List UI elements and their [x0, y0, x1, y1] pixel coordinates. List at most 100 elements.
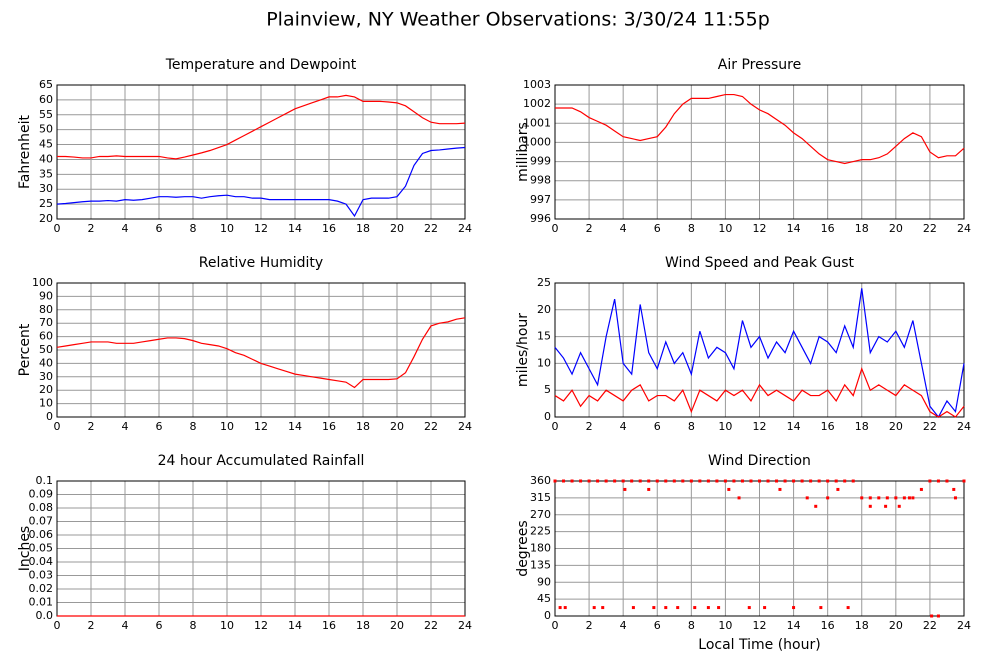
- x-tick-label: 16: [322, 420, 336, 433]
- x-tick-label: 8: [688, 222, 695, 235]
- y-tick-label: 15: [537, 330, 551, 343]
- y-tick-label: 25: [537, 276, 551, 289]
- x-tick-label: 16: [821, 222, 835, 235]
- y-tick-label: 135: [530, 558, 551, 571]
- data-point: [952, 487, 956, 491]
- data-point: [706, 606, 710, 610]
- data-point: [851, 479, 855, 483]
- data-point: [672, 479, 676, 483]
- x-tick-label: 2: [586, 619, 593, 632]
- data-point: [715, 479, 719, 483]
- y-tick-label: 70: [39, 316, 53, 329]
- data-point: [689, 479, 693, 483]
- x-tick-label: 10: [220, 420, 234, 433]
- y-tick-label: 10: [537, 356, 551, 369]
- y-axis-label: degrees: [515, 520, 531, 576]
- plot-frame: [554, 84, 965, 220]
- x-tick-label: 18: [855, 619, 869, 632]
- y-tick-label: 270: [530, 508, 551, 521]
- y-tick-label: 0.05: [29, 542, 54, 555]
- x-tick-label: 4: [122, 222, 129, 235]
- data-point: [727, 487, 731, 491]
- data-point: [664, 479, 668, 483]
- data-point: [902, 496, 906, 500]
- x-tick-label: 14: [288, 222, 302, 235]
- x-tick-label: 14: [288, 420, 302, 433]
- y-tick-label: 0.02: [29, 582, 54, 595]
- y-tick-label: 0.09: [29, 488, 54, 501]
- y-tick-label: 90: [537, 575, 551, 588]
- y-tick-label: 0: [46, 410, 53, 423]
- y-tick-label: 40: [39, 356, 53, 369]
- y-tick-label: 1000: [523, 135, 551, 148]
- x-tick-label: 24: [957, 420, 971, 433]
- data-point: [783, 479, 787, 483]
- page-title: Plainview, NY Weather Observations: 3/30…: [266, 9, 770, 31]
- data-point: [749, 479, 753, 483]
- y-tick-label: 1001: [523, 116, 551, 129]
- x-tick-label: 0: [552, 619, 559, 632]
- data-point: [936, 479, 940, 483]
- data-point: [553, 479, 557, 483]
- x-tick-label: 0: [54, 420, 61, 433]
- data-point: [826, 496, 830, 500]
- data-point: [630, 479, 634, 483]
- data-point: [717, 606, 721, 610]
- y-tick-label: 55: [39, 108, 53, 121]
- data-point: [638, 479, 642, 483]
- data-point: [652, 606, 656, 610]
- x-tick-label: 6: [156, 222, 163, 235]
- data-point: [860, 496, 864, 500]
- chart-title: Wind Speed and Peak Gust: [665, 255, 854, 271]
- x-axis-label: Local Time (hour): [698, 637, 820, 653]
- data-point: [911, 496, 915, 500]
- y-tick-label: 0.03: [29, 569, 54, 582]
- x-tick-label: 6: [156, 420, 163, 433]
- data-point: [792, 479, 796, 483]
- y-tick-label: 80: [39, 303, 53, 316]
- data-point: [698, 479, 702, 483]
- data-line: [56, 146, 466, 218]
- x-tick-label: 8: [190, 619, 197, 632]
- y-axis-label: miles/hour: [515, 313, 531, 387]
- x-tick-label: 24: [458, 619, 472, 632]
- x-tick-label: 10: [718, 222, 732, 235]
- data-point: [834, 479, 838, 483]
- y-tick-label: 45: [537, 592, 551, 605]
- data-line: [56, 317, 466, 389]
- data-point: [737, 496, 741, 500]
- data-point: [631, 606, 635, 610]
- x-tick-label: 8: [190, 420, 197, 433]
- x-tick-label: 2: [88, 619, 95, 632]
- y-tick-label: 0: [544, 609, 551, 622]
- data-point: [623, 487, 627, 491]
- data-point: [732, 479, 736, 483]
- x-tick-label: 10: [718, 420, 732, 433]
- data-point: [936, 614, 940, 618]
- x-tick-label: 4: [122, 420, 129, 433]
- y-tick-label: 60: [39, 330, 53, 343]
- x-tick-label: 12: [254, 619, 268, 632]
- x-tick-label: 16: [821, 619, 835, 632]
- data-point: [579, 479, 583, 483]
- y-tick-label: 60: [39, 93, 53, 106]
- x-tick-label: 12: [254, 420, 268, 433]
- y-tick-label: 360: [530, 474, 551, 487]
- x-tick-label: 0: [552, 420, 559, 433]
- y-tick-label: 0.0: [36, 609, 54, 622]
- data-point: [819, 606, 823, 610]
- y-tick-label: 90: [39, 289, 53, 302]
- data-point: [681, 479, 685, 483]
- x-tick-label: 6: [156, 619, 163, 632]
- x-tick-label: 14: [787, 222, 801, 235]
- data-point: [775, 479, 779, 483]
- data-point: [930, 614, 934, 618]
- x-tick-label: 16: [821, 420, 835, 433]
- x-tick-label: 22: [424, 222, 438, 235]
- x-tick-label: 22: [923, 420, 937, 433]
- x-tick-label: 0: [552, 222, 559, 235]
- data-point: [778, 487, 782, 491]
- data-point: [884, 504, 888, 508]
- data-point: [836, 487, 840, 491]
- x-tick-label: 20: [390, 222, 404, 235]
